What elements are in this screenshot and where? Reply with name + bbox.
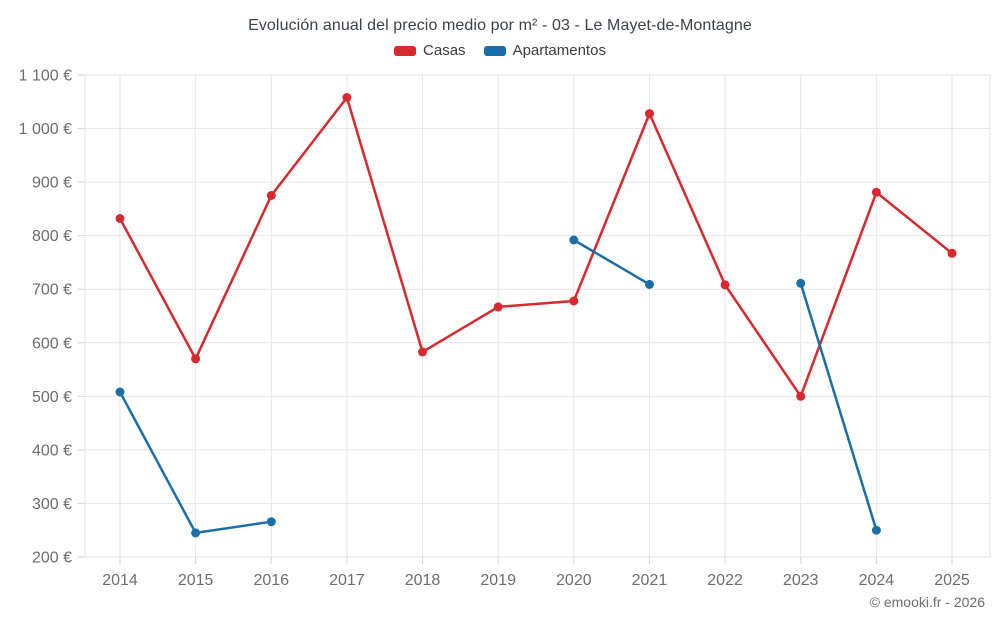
legend-label-apartamentos: Apartamentos bbox=[512, 42, 606, 59]
y-axis-tick-label: 300 € bbox=[32, 496, 72, 513]
data-point-casas-2017[interactable] bbox=[342, 93, 352, 102]
x-axis-tick-label: 2020 bbox=[556, 572, 592, 589]
data-point-casas-2021[interactable] bbox=[645, 109, 654, 119]
data-point-casas-2014[interactable] bbox=[115, 214, 125, 223]
x-axis-tick-label: 2019 bbox=[480, 572, 516, 589]
data-point-apartamentos-2023[interactable] bbox=[796, 278, 806, 288]
legend-swatch-casas bbox=[394, 45, 417, 56]
y-axis-tick-label: 700 € bbox=[32, 282, 72, 299]
y-axis-tick-label: 200 € bbox=[32, 550, 72, 567]
data-point-apartamentos-2015[interactable] bbox=[191, 528, 201, 538]
data-point-apartamentos-2021[interactable] bbox=[645, 279, 654, 289]
credits-label: © emooki.fr - 2026 bbox=[869, 594, 985, 610]
data-point-apartamentos-2014[interactable] bbox=[115, 387, 125, 397]
y-axis-tick-label: 900 € bbox=[32, 175, 72, 192]
data-point-casas-2022[interactable] bbox=[720, 280, 730, 290]
legend-swatch-apartamentos bbox=[483, 45, 506, 56]
x-axis-tick-label: 2024 bbox=[859, 572, 895, 589]
y-axis-tick-label: 800 € bbox=[32, 228, 72, 245]
data-point-casas-2024[interactable] bbox=[871, 187, 881, 197]
y-axis-tick-label: 500 € bbox=[32, 389, 72, 406]
data-point-casas-2019[interactable] bbox=[493, 302, 503, 312]
chart-title: Evolución anual del precio medio por m² … bbox=[248, 17, 752, 34]
series-line-casas bbox=[118, 96, 954, 398]
x-axis-tick-label: 2017 bbox=[329, 572, 365, 589]
x-axis-tick-label: 2025 bbox=[934, 572, 970, 589]
data-point-apartamentos-2016[interactable] bbox=[266, 517, 276, 527]
data-point-casas-2023[interactable] bbox=[796, 391, 806, 401]
y-axis-tick-label: 1 100 € bbox=[19, 68, 72, 85]
x-axis-tick-label: 2016 bbox=[253, 572, 289, 589]
x-axis-tick-label: 2014 bbox=[102, 572, 138, 589]
y-axis-tick-label: 1 000 € bbox=[19, 121, 72, 138]
legend-item-apartamentos[interactable]: Apartamentos bbox=[483, 42, 606, 59]
data-point-casas-2020[interactable] bbox=[569, 296, 579, 306]
x-axis-tick-label: 2022 bbox=[707, 572, 743, 589]
legend-item-casas[interactable]: Casas bbox=[394, 42, 466, 59]
data-point-casas-2015[interactable] bbox=[191, 354, 201, 364]
x-axis-tick-label: 2018 bbox=[405, 572, 441, 589]
x-axis-tick-label: 2021 bbox=[632, 572, 668, 589]
y-axis-tick-label: 400 € bbox=[32, 442, 72, 459]
x-axis-tick-label: 2023 bbox=[783, 572, 819, 589]
data-point-apartamentos-2024[interactable] bbox=[871, 525, 881, 535]
data-point-casas-2018[interactable] bbox=[418, 347, 427, 357]
y-axis-tick-label: 600 € bbox=[32, 335, 72, 352]
data-point-casas-2016[interactable] bbox=[266, 191, 276, 200]
chart-legend: Casas Apartamentos bbox=[0, 42, 1000, 59]
data-point-apartamentos-2020[interactable] bbox=[569, 235, 579, 245]
x-axis-tick-label: 2015 bbox=[178, 572, 214, 589]
legend-label-casas: Casas bbox=[423, 42, 466, 59]
data-point-casas-2025[interactable] bbox=[947, 248, 957, 258]
